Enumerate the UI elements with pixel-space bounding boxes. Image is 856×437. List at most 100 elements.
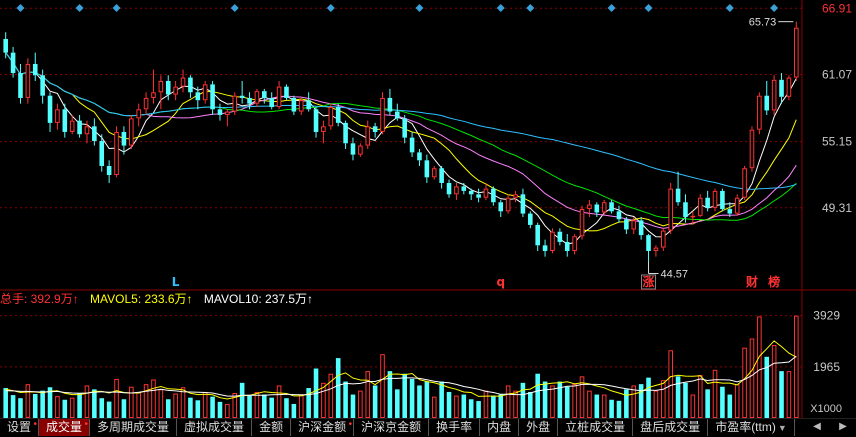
volume-bar[interactable] bbox=[468, 399, 474, 418]
volume-bar[interactable] bbox=[624, 389, 629, 418]
volume-bar[interactable] bbox=[542, 381, 548, 418]
candle[interactable] bbox=[587, 199, 592, 217]
candle[interactable] bbox=[749, 126, 755, 172]
tab-0[interactable]: 设置 • bbox=[0, 419, 40, 436]
volume-bar[interactable] bbox=[498, 394, 504, 418]
tab-5[interactable]: 沪深金额 • bbox=[291, 419, 355, 436]
volume-bar[interactable] bbox=[742, 347, 747, 418]
candle[interactable] bbox=[720, 188, 725, 212]
volume-bar[interactable] bbox=[136, 392, 141, 418]
tab-8[interactable]: 内盘 bbox=[480, 419, 520, 436]
volume-bar[interactable] bbox=[417, 385, 422, 418]
candle[interactable] bbox=[114, 126, 119, 178]
candle[interactable] bbox=[564, 233, 570, 257]
candle[interactable] bbox=[661, 228, 666, 251]
volume-bar[interactable] bbox=[99, 398, 105, 418]
candle[interactable] bbox=[55, 103, 60, 130]
candle[interactable] bbox=[62, 103, 68, 138]
candle[interactable] bbox=[683, 194, 688, 223]
candle[interactable] bbox=[646, 233, 651, 262]
candle[interactable] bbox=[158, 75, 164, 110]
candle[interactable] bbox=[173, 80, 178, 101]
candle[interactable] bbox=[446, 179, 452, 198]
candle[interactable] bbox=[468, 188, 474, 200]
candle[interactable] bbox=[520, 188, 526, 217]
volume-bar[interactable] bbox=[720, 386, 725, 418]
candle[interactable] bbox=[638, 216, 644, 240]
volume-bar[interactable] bbox=[173, 393, 178, 418]
candle[interactable] bbox=[461, 182, 467, 195]
volume-bar[interactable] bbox=[557, 381, 563, 418]
candle[interactable] bbox=[47, 92, 53, 132]
event-marker[interactable] bbox=[496, 4, 505, 12]
volume-bars[interactable] bbox=[3, 315, 799, 418]
candle[interactable] bbox=[276, 80, 282, 110]
candle[interactable] bbox=[365, 120, 371, 149]
candle[interactable] bbox=[121, 126, 127, 155]
volume-bar[interactable] bbox=[40, 390, 45, 418]
candle[interactable] bbox=[372, 122, 378, 138]
candle[interactable] bbox=[335, 103, 341, 127]
candle[interactable] bbox=[99, 134, 105, 172]
candle[interactable] bbox=[343, 120, 348, 149]
volume-bar[interactable] bbox=[528, 391, 533, 418]
candle[interactable] bbox=[306, 92, 311, 112]
candle[interactable] bbox=[454, 182, 459, 200]
candle[interactable] bbox=[380, 92, 385, 135]
volume-bar[interactable] bbox=[350, 394, 356, 418]
volume-bar[interactable] bbox=[757, 316, 762, 418]
candle[interactable] bbox=[697, 194, 703, 217]
volume-bar[interactable] bbox=[535, 373, 540, 418]
candle[interactable] bbox=[572, 233, 577, 255]
volume-bar[interactable] bbox=[431, 396, 437, 418]
volume-bar[interactable] bbox=[572, 384, 577, 418]
volume-bar[interactable] bbox=[239, 382, 245, 418]
candle[interactable] bbox=[579, 205, 585, 240]
candle[interactable] bbox=[476, 188, 481, 203]
candle[interactable] bbox=[757, 92, 762, 135]
volume-bar[interactable] bbox=[247, 395, 252, 418]
volume-bar[interactable] bbox=[424, 381, 430, 418]
event-marker[interactable] bbox=[16, 4, 25, 12]
candle[interactable] bbox=[483, 182, 489, 200]
volume-bar[interactable] bbox=[727, 394, 733, 418]
volume-bar[interactable] bbox=[358, 390, 363, 418]
volume-bar[interactable] bbox=[328, 373, 334, 418]
volume-bar[interactable] bbox=[92, 389, 97, 418]
volume-bar[interactable] bbox=[734, 384, 740, 418]
event-marker[interactable] bbox=[644, 4, 653, 12]
candle[interactable] bbox=[705, 190, 710, 212]
volume-bar[interactable] bbox=[609, 399, 614, 418]
candle[interactable] bbox=[32, 52, 38, 81]
volume-bar[interactable] bbox=[143, 384, 149, 418]
volume-bar[interactable] bbox=[84, 385, 90, 418]
volume-bar[interactable] bbox=[217, 401, 223, 418]
volume-bar[interactable] bbox=[321, 382, 326, 418]
volume-bar[interactable] bbox=[594, 394, 600, 418]
candle[interactable] bbox=[668, 182, 673, 234]
candle[interactable] bbox=[528, 211, 533, 229]
tab-12[interactable]: 市盈率(ttm) ▼ bbox=[708, 419, 795, 436]
volume-bar[interactable] bbox=[47, 387, 53, 418]
volume-bar[interactable] bbox=[262, 394, 267, 418]
volume-bar[interactable] bbox=[372, 385, 378, 418]
tab-6[interactable]: 沪深京金额 bbox=[354, 419, 430, 436]
candle[interactable] bbox=[202, 80, 208, 104]
candle[interactable] bbox=[106, 160, 112, 183]
volume-bar[interactable] bbox=[114, 378, 119, 418]
candle[interactable] bbox=[84, 120, 90, 144]
volume-bar[interactable] bbox=[483, 390, 489, 418]
volume-bar[interactable] bbox=[476, 401, 481, 418]
candle[interactable] bbox=[262, 88, 267, 104]
volume-bar[interactable] bbox=[284, 398, 289, 418]
volume-bar[interactable] bbox=[387, 371, 393, 418]
candle[interactable] bbox=[328, 103, 334, 130]
volume-bar[interactable] bbox=[165, 399, 171, 418]
candle[interactable] bbox=[616, 205, 622, 223]
candle[interactable] bbox=[712, 188, 718, 212]
volume-bar[interactable] bbox=[210, 396, 215, 418]
volume-bar[interactable] bbox=[306, 388, 311, 418]
volume-bar[interactable] bbox=[683, 382, 688, 418]
top-event-markers[interactable] bbox=[16, 4, 779, 12]
volume-bar[interactable] bbox=[520, 382, 526, 418]
